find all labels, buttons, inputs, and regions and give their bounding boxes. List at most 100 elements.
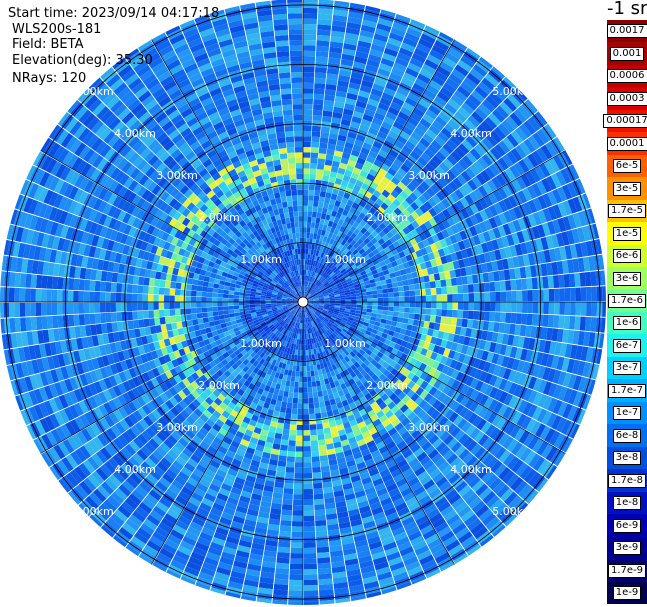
range-gate <box>330 283 337 288</box>
range-gate <box>503 323 511 334</box>
range-gate <box>360 147 370 156</box>
range-gate <box>361 261 368 268</box>
range-gate <box>399 302 405 307</box>
range-gate <box>355 289 362 294</box>
range-gate <box>375 172 385 181</box>
range-gate <box>378 214 386 223</box>
range-gate <box>397 280 404 287</box>
range-gate <box>331 210 338 218</box>
range-gate <box>354 261 362 267</box>
range-gate <box>445 254 453 263</box>
range-gate <box>318 444 327 451</box>
range-gate <box>386 223 395 232</box>
range-gate <box>303 291 305 297</box>
range-gate <box>519 242 528 255</box>
range-gate <box>303 34 317 41</box>
range-gate <box>330 122 341 130</box>
range-gate <box>465 327 472 338</box>
range-gate <box>561 184 573 200</box>
range-gate <box>450 94 464 107</box>
range-gate <box>303 382 308 388</box>
range-gate <box>352 167 362 175</box>
range-gate <box>359 170 369 178</box>
range-gate <box>419 262 427 270</box>
range-gate <box>366 173 375 182</box>
range-gate <box>370 88 383 98</box>
range-gate <box>315 67 327 74</box>
range-gate <box>292 365 297 372</box>
range-gate <box>303 499 314 506</box>
range-gate <box>303 141 311 148</box>
range-gate <box>338 258 345 265</box>
range-gate <box>501 258 509 270</box>
range-gate <box>550 234 560 248</box>
range-gate <box>496 83 511 98</box>
range-gate <box>369 206 377 215</box>
range-gate <box>540 144 553 160</box>
range-gate <box>303 264 305 270</box>
range-gate <box>581 225 591 242</box>
range-gate <box>307 281 310 287</box>
range-gate <box>334 235 341 242</box>
range-gate <box>374 234 382 242</box>
range-gate <box>543 340 552 354</box>
range-gate <box>404 267 412 274</box>
range-gate <box>328 57 341 65</box>
range-gate <box>457 106 471 119</box>
range-gate <box>465 247 474 258</box>
range-gate <box>385 239 393 247</box>
range-gate <box>337 237 344 244</box>
range-gate <box>460 344 469 355</box>
range-gate <box>432 224 441 234</box>
range-gate <box>319 234 325 241</box>
range-gate <box>298 339 302 345</box>
range-gate <box>460 327 467 336</box>
range-gate <box>284 412 292 419</box>
range-gate <box>378 180 388 190</box>
range-gate <box>365 5 381 13</box>
range-gate <box>525 349 534 363</box>
range-gate <box>334 307 340 310</box>
range-gate <box>303 269 305 276</box>
range-gate <box>317 557 331 564</box>
range-gate <box>319 449 328 457</box>
range-gate <box>507 369 517 382</box>
range-gate <box>377 297 384 302</box>
range-gate <box>493 322 500 333</box>
range-gate <box>572 391 583 407</box>
range-gate <box>454 188 465 200</box>
range-gate <box>353 235 361 243</box>
range-gate <box>393 296 400 302</box>
range-gate <box>313 397 319 403</box>
range-gate <box>409 307 416 314</box>
range-gate <box>478 339 487 350</box>
range-gate <box>398 312 405 318</box>
range-gate <box>577 376 588 392</box>
range-gate <box>275 567 290 575</box>
range-gate <box>548 341 557 355</box>
range-gate <box>303 515 315 522</box>
range-gate <box>328 133 339 140</box>
range-gate <box>313 233 318 240</box>
range-gate <box>297 349 301 356</box>
range-gate <box>572 196 583 212</box>
range-gate <box>363 254 371 262</box>
range-gate <box>397 237 405 246</box>
range-gate <box>325 192 332 199</box>
range-gate <box>311 456 320 463</box>
range-gate <box>572 212 582 228</box>
range-gate <box>284 385 290 392</box>
range-gate <box>445 340 453 350</box>
range-gate <box>350 290 356 295</box>
range-gate <box>381 265 388 272</box>
range-gate <box>569 344 578 359</box>
range-gate <box>360 227 368 235</box>
range-gate <box>326 73 339 81</box>
range-gate <box>303 440 311 447</box>
range-gate <box>314 287 320 292</box>
range-gate <box>303 189 309 196</box>
range-gate <box>505 291 512 302</box>
range-gate <box>570 302 576 316</box>
range-gate <box>554 342 562 356</box>
range-gate <box>327 68 340 75</box>
